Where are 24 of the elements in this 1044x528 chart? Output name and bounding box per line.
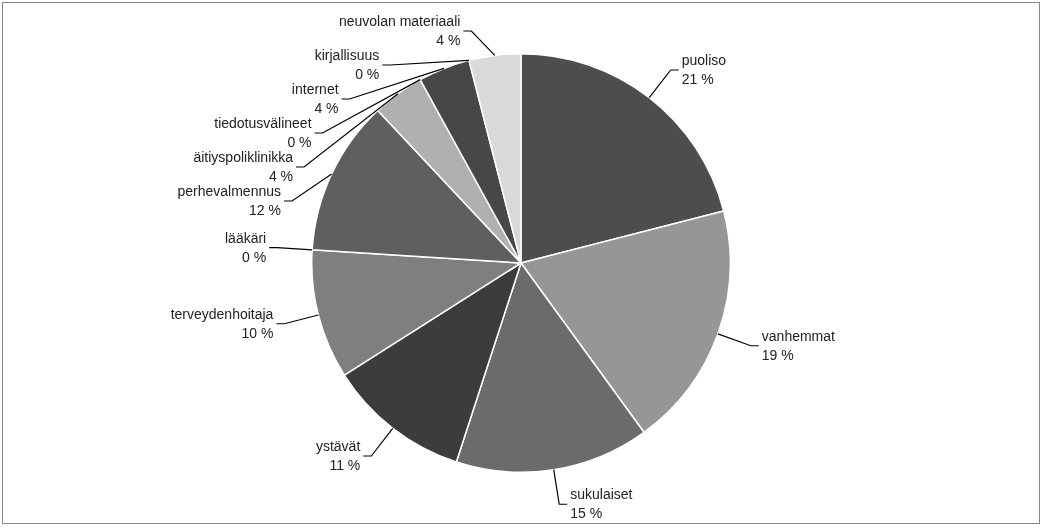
slice-label: perhevalmennus [177, 182, 281, 199]
slice-label: sukulaiset [570, 486, 633, 503]
slice-label: terveydenhoitaja [170, 305, 274, 322]
data-label: 10 % [241, 324, 274, 341]
slice-label: neuvolan materiaali [338, 12, 461, 29]
data-label: 11 % [329, 456, 361, 473]
slice-label: ystävät [315, 437, 361, 454]
data-label: 4 % [314, 99, 339, 116]
data-label: 19 % [761, 346, 794, 363]
category-label: tiedotusvälineet [214, 114, 312, 131]
slice-label: puoliso [681, 51, 727, 68]
slice-label: äitiyspoliklinikka [193, 148, 294, 165]
slice-label: internet [291, 80, 339, 97]
category-label: lääkäri [224, 229, 267, 246]
text: 0 % [355, 65, 380, 82]
slice-label: vanhemmat [761, 327, 836, 344]
data-label: 4 % [436, 31, 461, 48]
text: 0 % [242, 248, 267, 265]
data-label: 15 % [570, 505, 603, 522]
text: 0 % [287, 133, 312, 150]
data-label: 4 % [268, 167, 294, 184]
data-label: 21 % [681, 70, 714, 87]
data-label: 12 % [249, 201, 281, 218]
category-label: kirjallisuus [314, 46, 380, 63]
